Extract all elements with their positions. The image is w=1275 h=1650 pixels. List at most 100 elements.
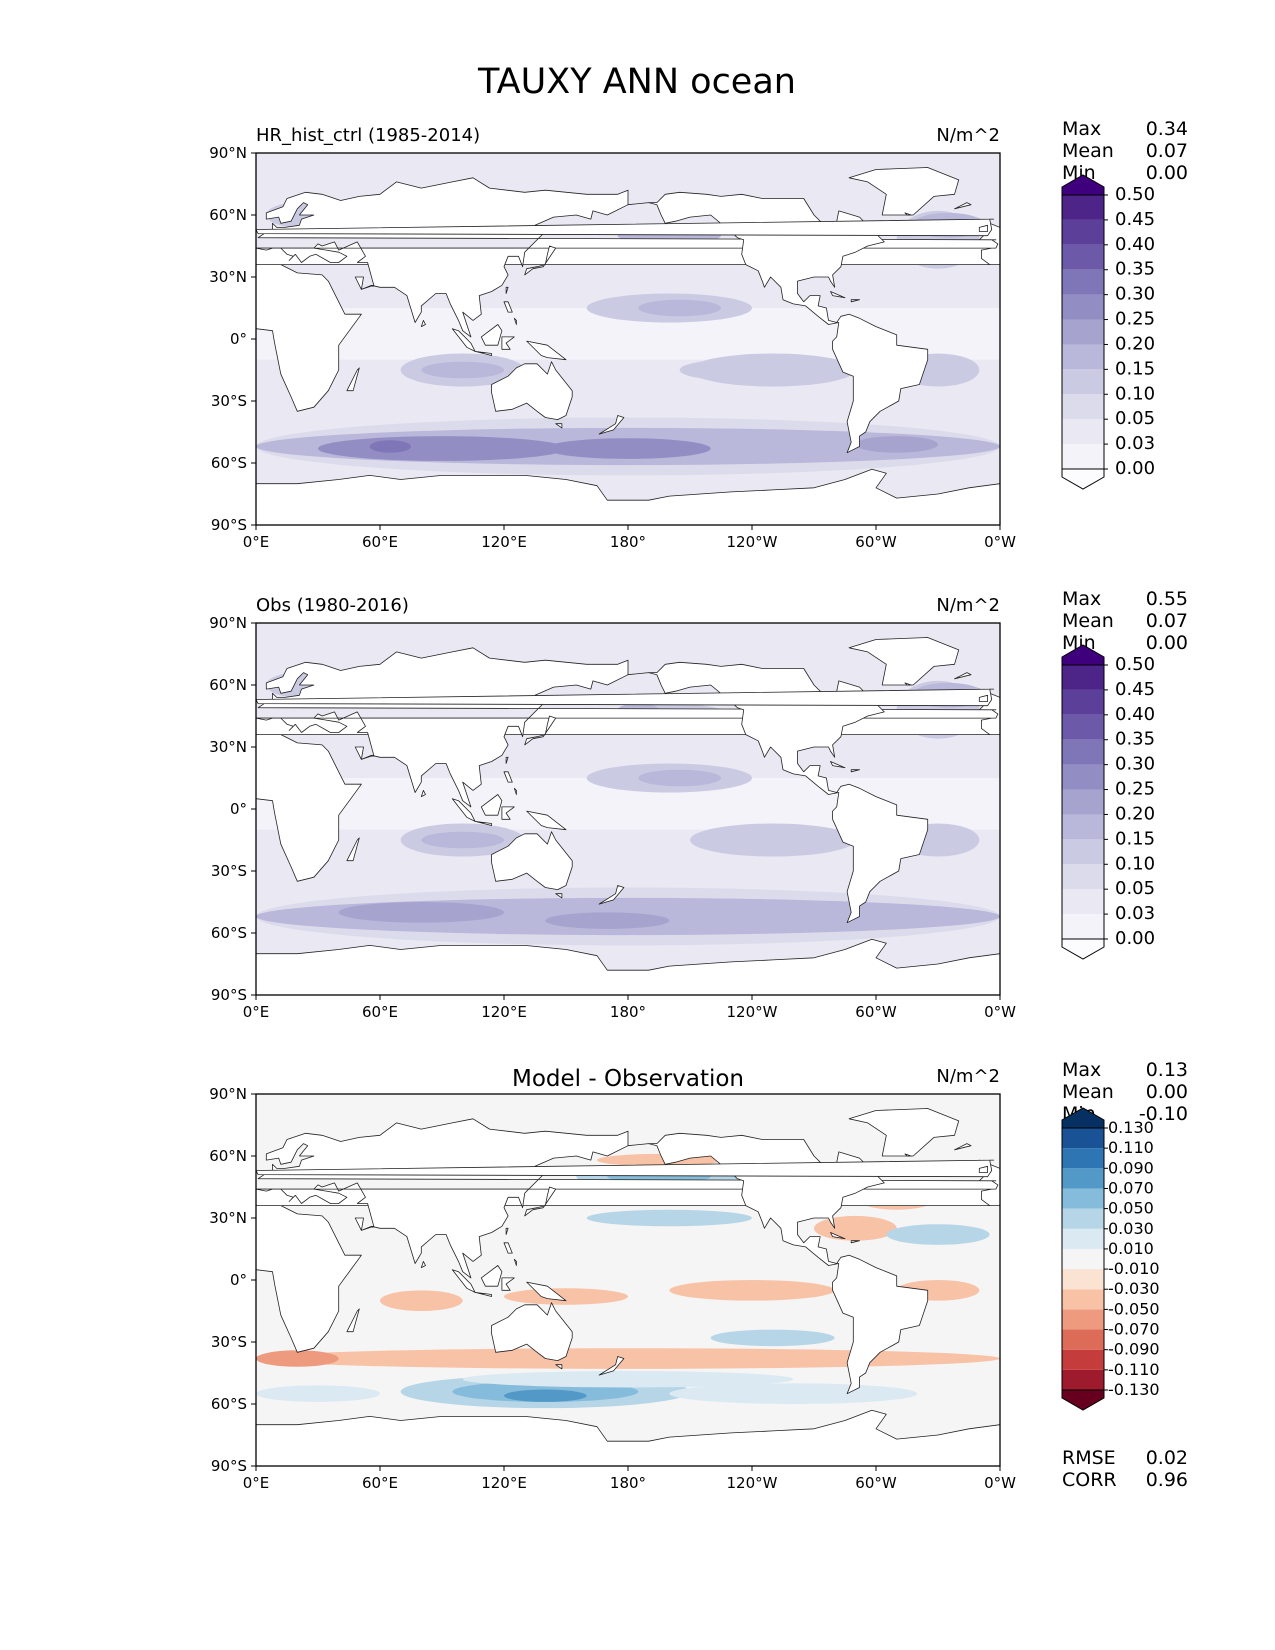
colorbar-band (1062, 444, 1104, 469)
coastline (420, 1261, 426, 1268)
coastline (501, 1277, 515, 1291)
colorbar-band (1062, 1269, 1104, 1290)
colorbar-band (1062, 1289, 1104, 1310)
x-tick-label: 120°E (481, 1003, 527, 1021)
field-contour (690, 823, 856, 857)
coastline (848, 167, 960, 216)
field-contour (586, 1209, 752, 1227)
colorbar-band (1062, 1188, 1104, 1209)
coastline (451, 1269, 476, 1293)
field-contour (710, 1329, 835, 1347)
field-contour (256, 1350, 339, 1367)
coastline (256, 1159, 995, 1178)
colorbar-label: 0.030 (1108, 1219, 1154, 1238)
colorbar-label: 0.110 (1108, 1138, 1154, 1157)
coastline (513, 317, 517, 325)
x-tick-label: 180° (610, 533, 646, 551)
colorbar-label: 0.00 (1115, 928, 1155, 949)
coastline (474, 1292, 492, 1297)
coastline (830, 761, 846, 769)
colorbar-label: 0.35 (1115, 259, 1155, 280)
coastline (850, 769, 860, 773)
coastline (524, 245, 557, 276)
colorbar-label: -0.030 (1108, 1279, 1160, 1298)
x-tick-label: 0°E (243, 1474, 270, 1492)
colorbar-band (1062, 689, 1104, 715)
colorbar-band (1062, 665, 1104, 690)
colorbar-band (1062, 789, 1104, 815)
field-contour (318, 436, 566, 461)
coastline (491, 361, 573, 420)
coastline (503, 301, 513, 313)
colorbar-frame (1061, 664, 1105, 940)
stat-value: 0.07 (1146, 610, 1188, 632)
coastline (555, 1364, 563, 1370)
coastline (954, 1143, 972, 1151)
y-tick-label: 30°S (211, 862, 247, 880)
panel-model: 90°N 60°N 30°N 0° 30°S 60°S 90°S0°E 60°E 120°E 18… (209, 118, 1188, 551)
coastline (451, 798, 476, 822)
colorbar-label: 0.15 (1115, 358, 1155, 379)
colorbar-label: 0.00 (1115, 458, 1155, 479)
colorbar-label: 0.03 (1115, 433, 1155, 454)
coastline (256, 688, 995, 707)
stat-value: 0.02 (1146, 1447, 1188, 1469)
coastline (555, 893, 563, 899)
x-tick-label: 60°W (855, 533, 897, 551)
coastline (256, 938, 1000, 995)
colorbar-band (1062, 269, 1104, 295)
panel-units: N/m^2 (936, 595, 1000, 616)
colorbar: 0.00 0.03 0.05 0.10 0.15 0.20 0.25 0.30 0.35 0.40… (1061, 644, 1155, 960)
coastline (256, 262, 362, 412)
colorbar-band (1062, 1309, 1104, 1330)
coastline (555, 423, 563, 429)
field-contour (545, 912, 670, 929)
y-tick-label: 30°N (209, 738, 247, 756)
coastline (505, 286, 509, 294)
y-tick-label: 60°N (209, 676, 247, 694)
colorbar-band (1062, 369, 1104, 395)
coastline (451, 328, 476, 352)
panel-title: Model - Observation (512, 1066, 744, 1092)
coastline (491, 831, 573, 890)
colorbar-band (1062, 1369, 1104, 1390)
colorbar-label: 0.40 (1115, 704, 1155, 725)
field-contour (421, 831, 504, 849)
coastline (830, 291, 846, 299)
colorbar-label: 0.25 (1115, 779, 1155, 800)
colorbar-label: 0.05 (1115, 408, 1155, 429)
y-tick-label: 60°S (211, 454, 247, 472)
x-tick-label: 0°W (984, 1003, 1016, 1021)
x-tick-label: 0°W (984, 533, 1016, 551)
panel-title: Obs (1980-2016) (256, 595, 409, 616)
colorbar-band (1062, 1208, 1104, 1229)
x-tick-label: 120°E (481, 533, 527, 551)
y-tick-label: 60°S (211, 924, 247, 942)
coastline (627, 661, 929, 924)
colorbar-label: 0.40 (1115, 234, 1155, 255)
coastline (480, 1265, 503, 1287)
field-contour (679, 359, 783, 381)
x-tick-label: 120°E (481, 1474, 527, 1492)
field-contour (256, 1385, 380, 1402)
coastline (256, 1409, 1000, 1466)
y-tick-label: 0° (230, 800, 247, 818)
colorbar-label: -0.050 (1108, 1299, 1160, 1318)
coastline (978, 1165, 988, 1173)
coastline (501, 806, 515, 820)
coastline (954, 672, 972, 680)
panel-units: N/m^2 (936, 125, 1000, 146)
colorbar-extend-min (1061, 938, 1105, 960)
colorbar-label: 0.20 (1115, 333, 1155, 354)
field-contour (545, 438, 711, 459)
colorbar-band (1062, 889, 1104, 915)
coastline (256, 177, 999, 338)
field-contour (462, 1370, 794, 1388)
stat-label: Mean (1062, 140, 1114, 162)
field-contour (638, 299, 722, 317)
panel-title: HR_hist_ctrl (1985-2014) (256, 125, 480, 146)
coastline (491, 1302, 573, 1361)
y-tick-label: 90°N (209, 144, 247, 162)
stat-label: Mean (1062, 610, 1114, 632)
coastline (256, 732, 362, 882)
